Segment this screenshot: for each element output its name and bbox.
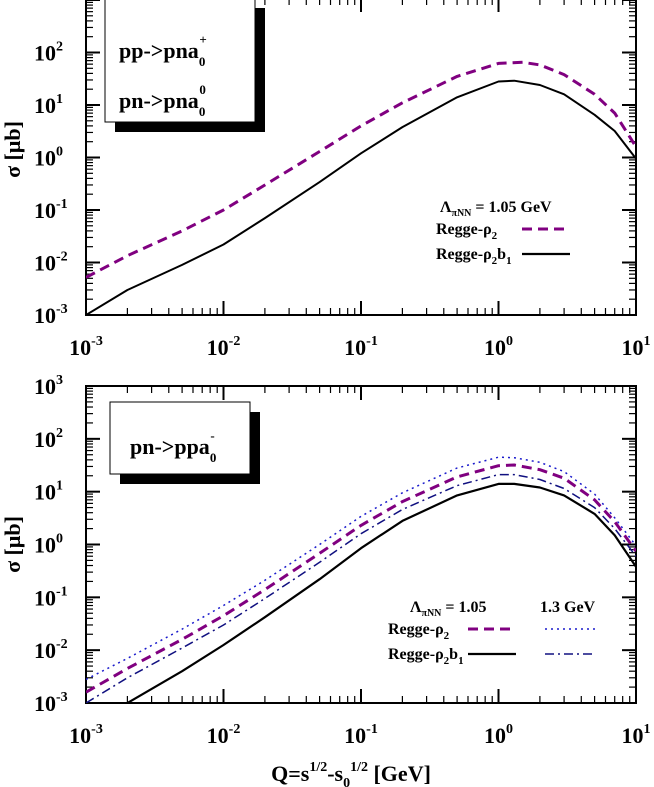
legend-lambda-2: 1.3 GeV: [540, 599, 596, 616]
x-tick-label: 101: [622, 334, 651, 360]
legend-label: Regge-ρ2: [388, 621, 450, 642]
legend-label: Regge-ρ2b1: [436, 246, 512, 267]
x-tick-label: 10-2: [207, 722, 241, 748]
x-tick-label: 10-2: [207, 334, 241, 360]
y-tick-label: 10-2: [34, 637, 68, 663]
x-tick-label: 10-3: [69, 334, 103, 360]
y-tick-label: 103: [34, 373, 63, 399]
series-group: [86, 60, 636, 315]
x-tick-label: 100: [484, 722, 513, 748]
legend-lambda: ΛπNN = 1.05: [410, 599, 487, 619]
x-tick-label: 101: [622, 722, 651, 748]
reaction-label: pn->ppa0-: [130, 428, 216, 465]
y-tick-label: 102: [34, 426, 63, 452]
y-tick-label: 101: [34, 92, 63, 118]
series-line: [86, 463, 636, 694]
y-tick-label: 102: [34, 40, 63, 66]
reaction-label: pn->pna00: [119, 82, 206, 119]
x-axis-label: Q=s1/2-s01/2 [GeV]: [271, 760, 431, 787]
y-tick-label: 10-3: [34, 690, 68, 716]
y-tick-label: 10-1: [34, 584, 68, 610]
legend-lambda: ΛπNN = 1.05 GeV: [440, 199, 552, 219]
y-tick-label: 10-1: [34, 197, 68, 223]
series-line: [126, 482, 636, 703]
x-tick-label: 10-3: [69, 722, 103, 748]
y-tick-label: 10-3: [34, 302, 68, 328]
series-line: [86, 60, 636, 279]
series-line: [86, 456, 636, 681]
x-tick-label: 100: [484, 334, 513, 360]
x-tick-label: 10-1: [344, 334, 378, 360]
y-tick-label: 10-2: [34, 250, 68, 276]
y-axis-label: σ [μb]: [0, 516, 25, 573]
y-tick-label: 101: [34, 479, 63, 505]
series-group: [86, 456, 636, 703]
bottom-panel: 10-3 10-2 10-1 100 101 10-3 10-2 10-1 100 101 102 1…: [0, 373, 651, 787]
top-panel: 10-3 10-2 10-1 100 101 10-3 10-2 10-1 100 101 102 σ…: [0, 0, 651, 360]
legend-label: Regge-ρ2: [436, 221, 498, 242]
reaction-box: [104, 0, 256, 123]
reaction-box: [109, 401, 251, 475]
y-tick-label: 100: [34, 532, 63, 558]
series-line: [86, 79, 636, 315]
series-line: [86, 473, 636, 703]
x-tick-label: 10-1: [344, 722, 378, 748]
reaction-label: pp->pna0+: [119, 32, 207, 69]
legend-label: Regge-ρ2b1: [388, 646, 464, 667]
y-tick-label: 100: [34, 145, 63, 171]
y-axis-label: σ [μb]: [0, 121, 25, 178]
